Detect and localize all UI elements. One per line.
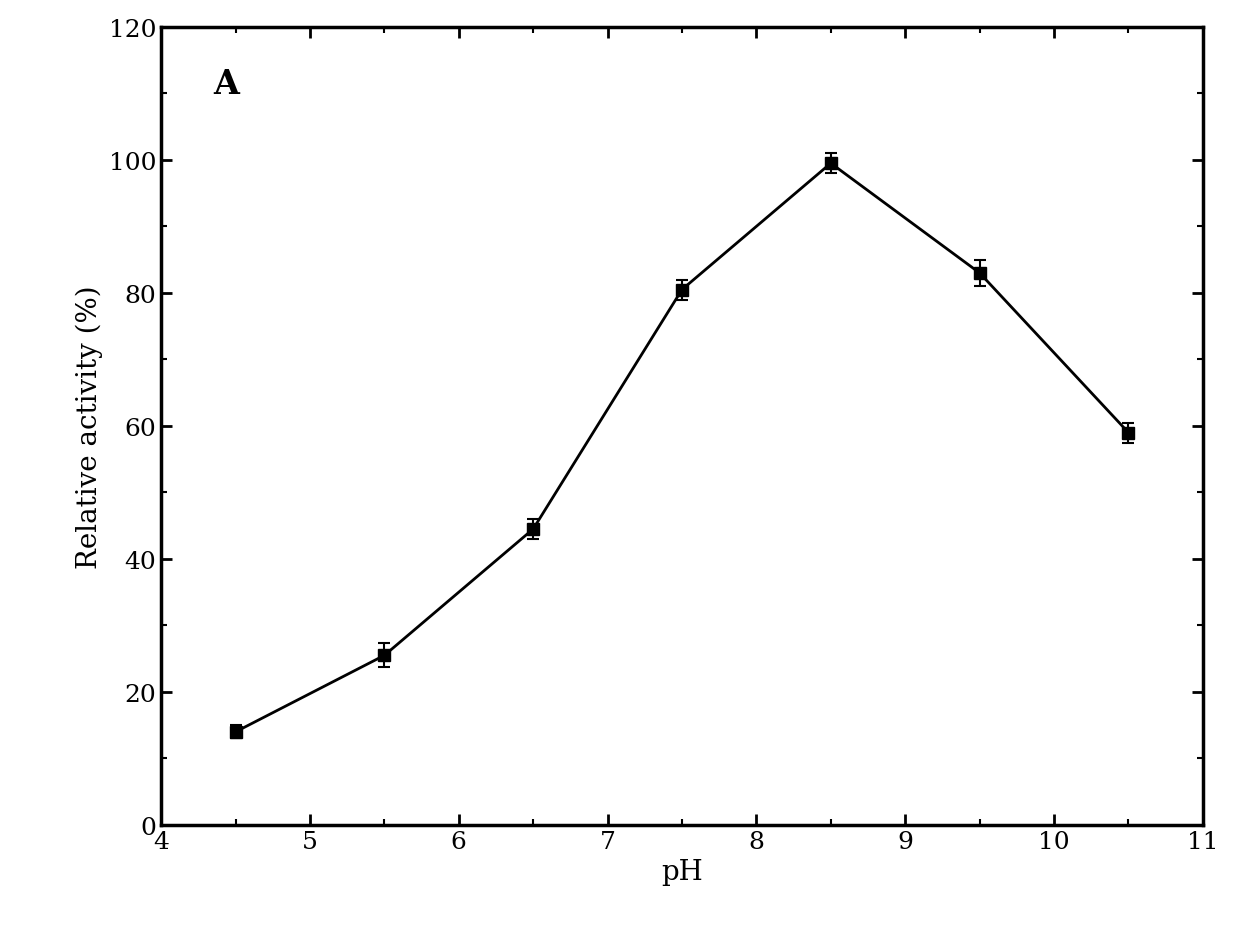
Text: A: A (213, 68, 239, 101)
X-axis label: pH: pH (661, 858, 703, 885)
Y-axis label: Relative activity (%): Relative activity (%) (76, 285, 103, 568)
